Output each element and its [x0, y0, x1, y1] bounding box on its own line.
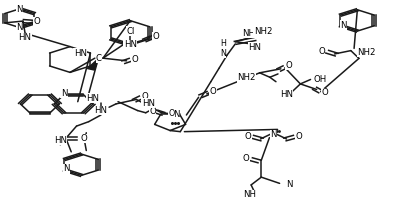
- Text: HN: HN: [248, 43, 261, 52]
- Text: O: O: [318, 47, 325, 56]
- Text: HN: HN: [54, 136, 67, 145]
- Text: N: N: [173, 110, 179, 119]
- Text: O: O: [243, 154, 249, 163]
- Text: O: O: [152, 32, 159, 41]
- Text: HN: HN: [124, 40, 137, 49]
- Text: HN: HN: [94, 106, 107, 115]
- Text: HN: HN: [280, 90, 293, 99]
- Text: O: O: [131, 55, 138, 63]
- Text: N: N: [340, 21, 347, 30]
- Text: O: O: [142, 92, 149, 101]
- Text: O: O: [295, 132, 302, 141]
- Text: HN: HN: [86, 94, 99, 103]
- Text: OH: OH: [313, 75, 326, 83]
- Text: O: O: [168, 109, 175, 118]
- Text: HN: HN: [142, 99, 155, 108]
- Text: NH: NH: [243, 190, 256, 199]
- Polygon shape: [88, 58, 99, 70]
- Text: O: O: [286, 61, 292, 70]
- Text: N: N: [16, 23, 23, 32]
- Text: N: N: [270, 130, 277, 139]
- Text: N: N: [16, 6, 23, 14]
- Text: O: O: [245, 132, 252, 141]
- Text: O: O: [322, 88, 328, 97]
- Text: N: N: [61, 89, 67, 98]
- Text: O: O: [210, 87, 216, 96]
- Text: HN: HN: [74, 49, 87, 57]
- Text: N: N: [286, 180, 292, 189]
- Text: Cl: Cl: [126, 27, 134, 36]
- Text: O: O: [33, 17, 40, 26]
- Text: O: O: [80, 134, 87, 143]
- Text: NH2: NH2: [254, 27, 272, 36]
- Text: HN: HN: [19, 33, 32, 42]
- Text: NH2: NH2: [357, 48, 376, 57]
- Text: O: O: [149, 107, 156, 116]
- Text: N: N: [63, 165, 70, 173]
- Text: NH2: NH2: [237, 73, 256, 82]
- Text: C: C: [96, 54, 102, 63]
- Text: NH2: NH2: [242, 29, 261, 38]
- Text: H
N: H N: [220, 39, 226, 58]
